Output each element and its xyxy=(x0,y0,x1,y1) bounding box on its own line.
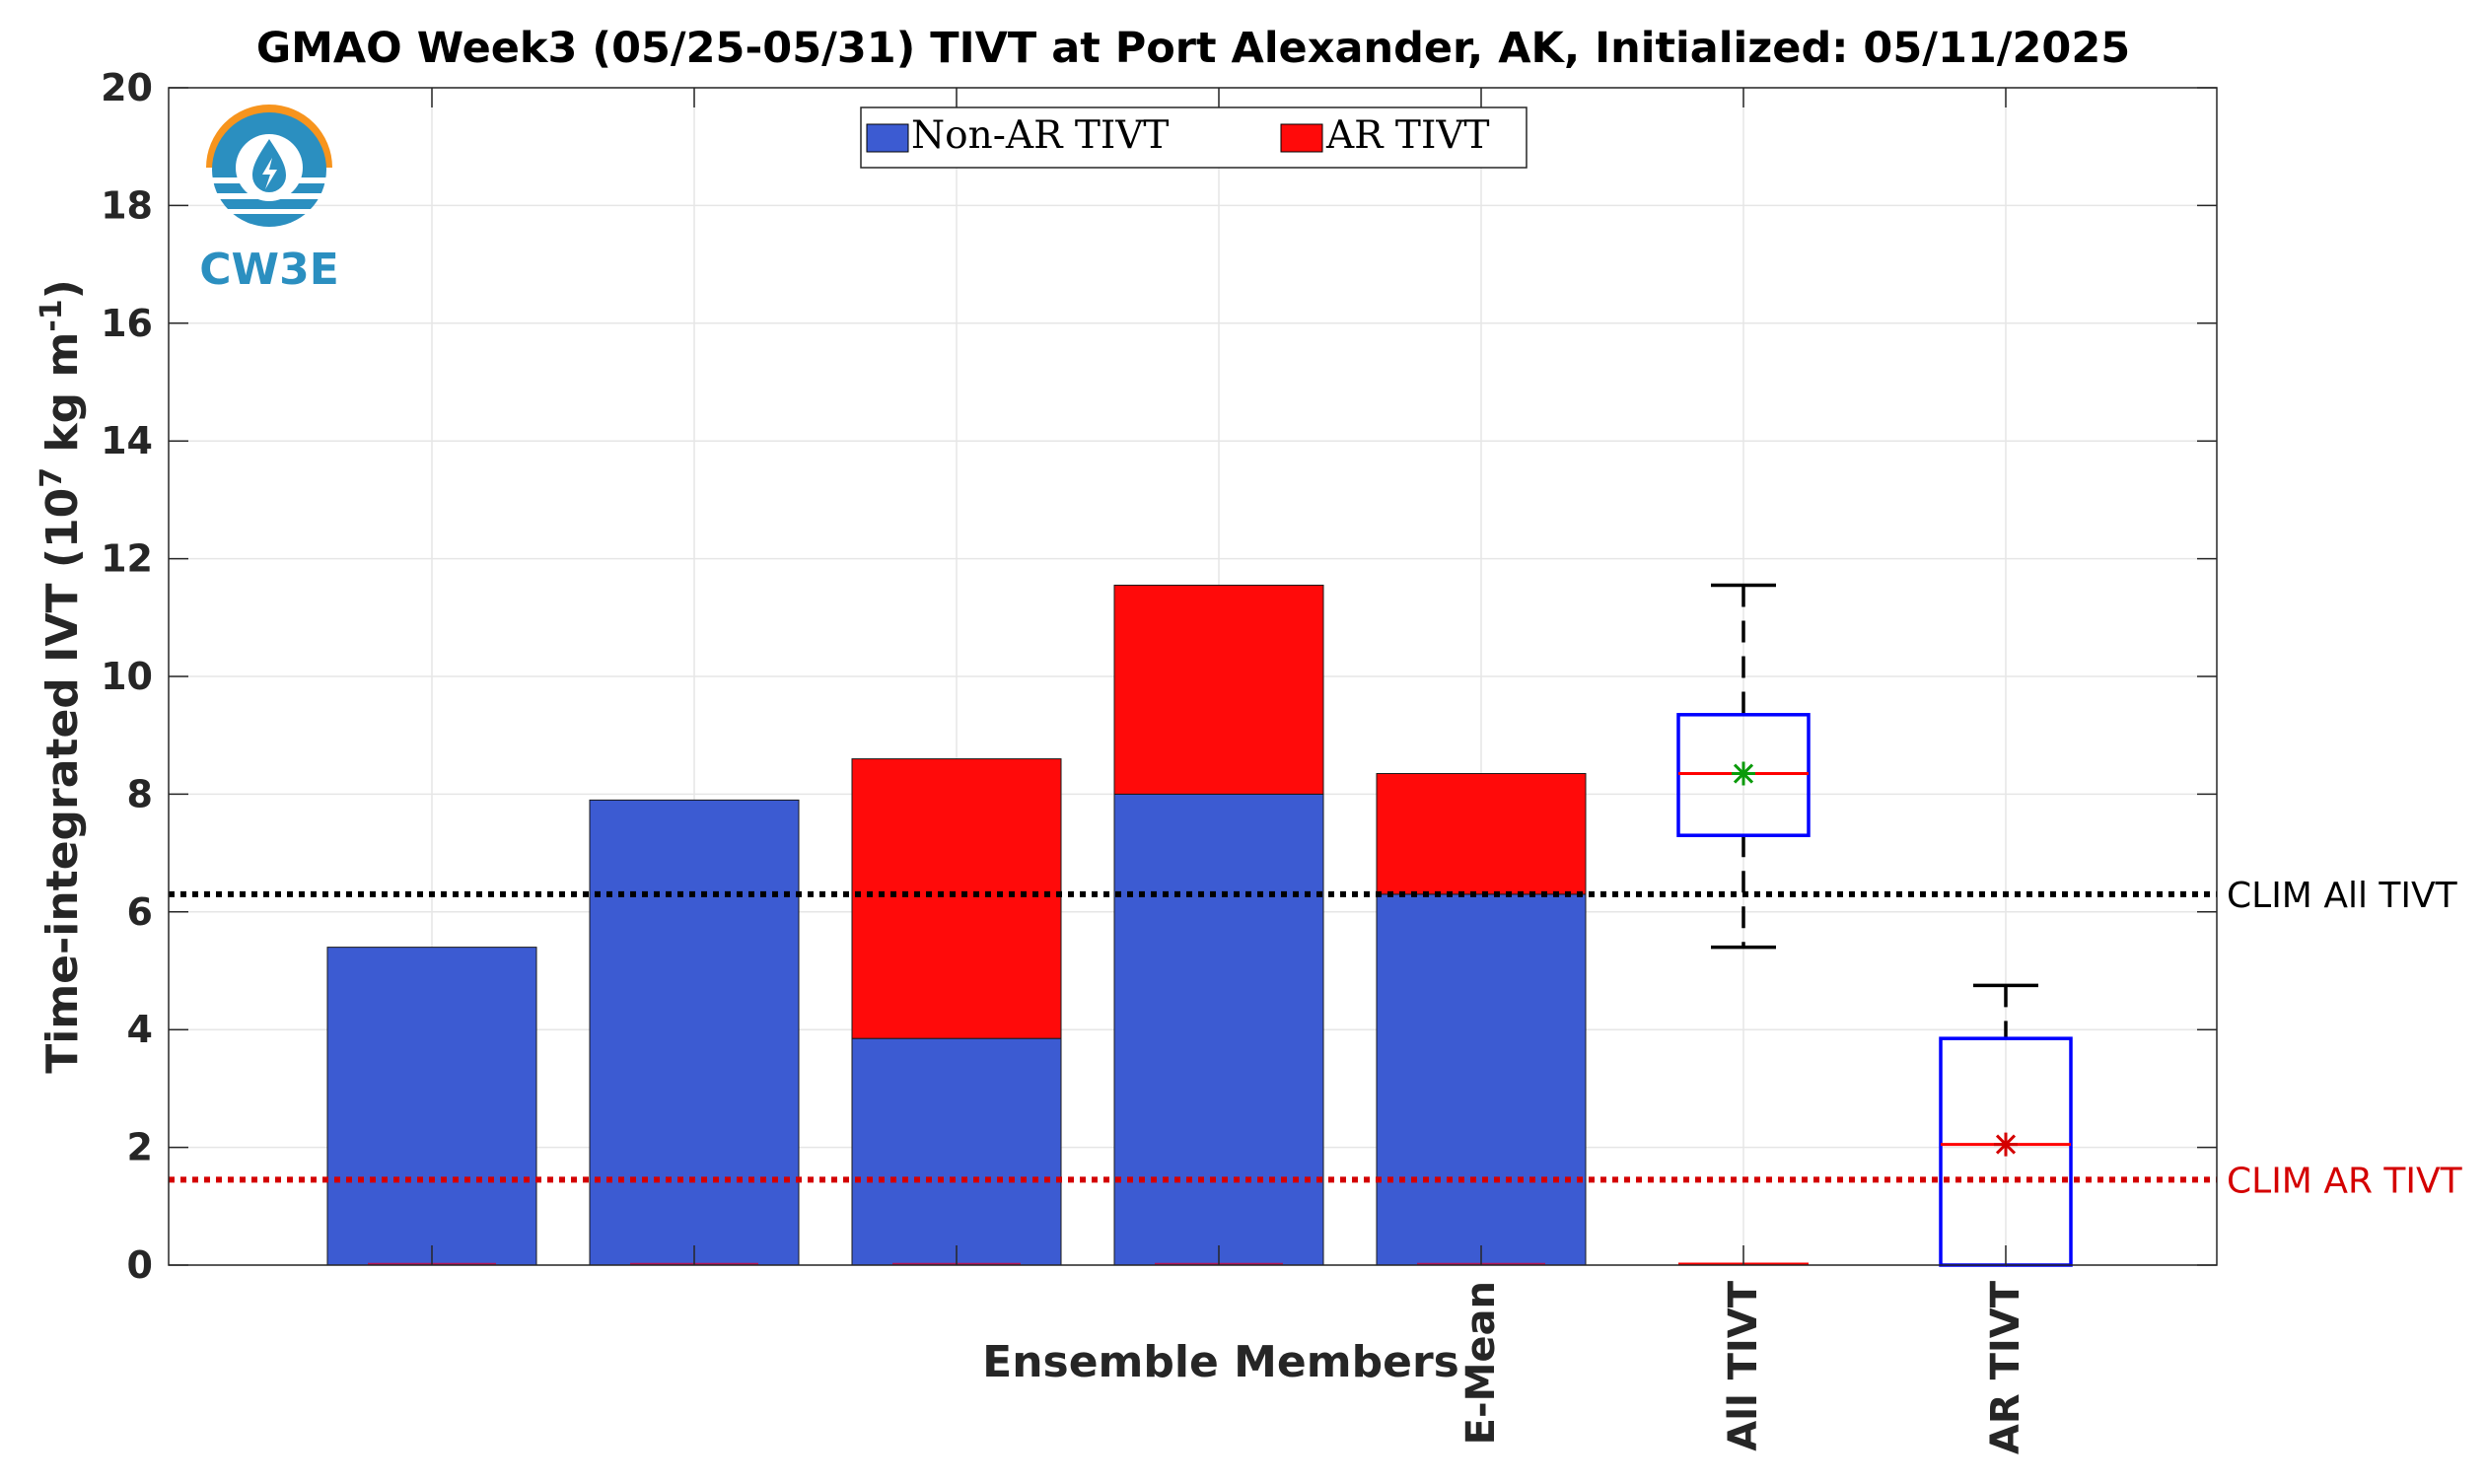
bar-non-ar xyxy=(589,799,800,1266)
chart-title: GMAO Week3 (05/25-05/31) TIVT at Port Al… xyxy=(256,24,2130,73)
reference-line-label: CLIM AR TIVT xyxy=(2227,1161,2463,1201)
bar-non-ar xyxy=(1113,793,1324,1266)
y-tick-label: 12 xyxy=(101,537,153,581)
cw3e-logo: CW3E xyxy=(199,105,339,295)
bar-ar xyxy=(851,758,1062,1039)
bar-ar xyxy=(1376,773,1587,895)
y-axis-label: Time-integrated IVT (107 kg m-1) xyxy=(35,279,88,1074)
legend-label-ar: AR TIVT xyxy=(1325,113,1490,158)
axis-ticks xyxy=(169,87,2217,1266)
bar-non-ar xyxy=(1376,893,1587,1266)
logo-text: CW3E xyxy=(199,245,339,295)
x-tick-label: All TIVT xyxy=(1721,1280,1766,1450)
mean-marker xyxy=(1994,1132,2018,1157)
legend-swatch-ar xyxy=(1280,123,1323,153)
legend-box xyxy=(860,106,1528,169)
y-tick-label: 14 xyxy=(101,419,153,462)
x-tick-labels: E-Mean All TIVT AR TIVT xyxy=(1458,1280,2028,1454)
y-tick-label: 6 xyxy=(127,890,153,934)
lightning-icon xyxy=(262,158,277,189)
bar-series xyxy=(326,584,1808,1266)
legend-label-non-ar: Non-AR TIVT xyxy=(911,113,1169,158)
y-tick-label: 4 xyxy=(127,1008,153,1051)
bar-non-ar xyxy=(851,1037,1062,1266)
y-tick-label: 2 xyxy=(127,1126,153,1169)
boxplots xyxy=(1676,583,2073,1267)
bar-ar xyxy=(1113,584,1324,795)
bar-non-ar xyxy=(326,947,537,1266)
y-tick-label: 0 xyxy=(127,1243,153,1287)
x-axis-label: Ensemble Members xyxy=(982,1337,1459,1387)
reference-lines: CLIM All TIVT CLIM AR TIVT xyxy=(169,876,2463,1201)
y-tick-label: 10 xyxy=(101,655,153,698)
mean-marker xyxy=(1732,761,1755,786)
logo-wave-3 xyxy=(223,209,316,214)
y-tick-label: 20 xyxy=(101,66,153,109)
x-tick-label: E-Mean xyxy=(1458,1281,1504,1445)
x-tick-label: AR TIVT xyxy=(1983,1280,2028,1454)
y-tick-label: 16 xyxy=(101,302,153,345)
y-tick-label: 18 xyxy=(101,183,153,227)
legend: Non-AR TIVT AR TIVT xyxy=(860,106,1528,169)
legend-swatch-non-ar xyxy=(866,123,909,153)
y-tick-labels: 0 2 4 6 8 10 12 14 16 18 20 xyxy=(101,66,153,1287)
y-tick-label: 8 xyxy=(127,772,153,815)
reference-line-label: CLIM All TIVT xyxy=(2227,876,2458,916)
